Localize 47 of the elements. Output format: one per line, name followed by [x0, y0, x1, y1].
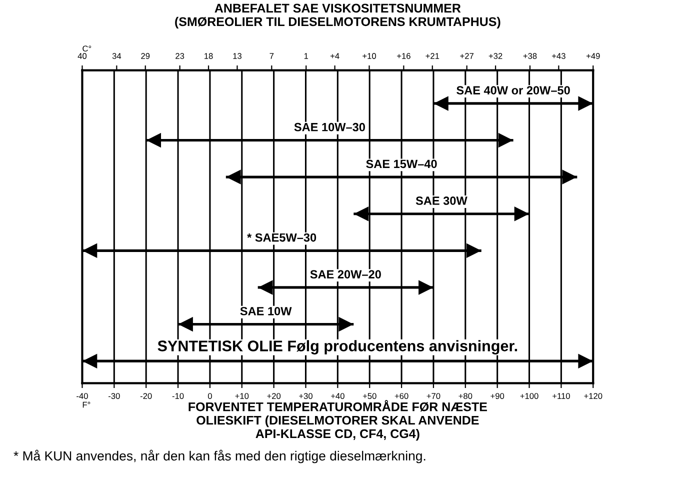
text: * Må KUN anvendes, når den kan fås med den rigtige dieselmærkning.: [14, 450, 426, 464]
x2-tick-label: +32: [488, 53, 502, 59]
x2-tick-label: +4: [330, 53, 340, 59]
x-tick-label: +100: [520, 393, 538, 399]
y-tick-label: SAE 40W or 20W–50: [456, 86, 570, 94]
x-tick-label: +60: [394, 393, 408, 399]
x2-axis-title: C°: [82, 46, 92, 52]
x2-tick-label: +38: [523, 53, 537, 59]
x-tick-label: +90: [490, 393, 504, 399]
x-tick-label: +20: [267, 393, 281, 399]
x-tick-label: +40: [331, 393, 344, 399]
x2-tick-label: 40: [78, 53, 87, 59]
x2-tick-label: 29: [141, 53, 150, 59]
y-tick-label: SAE 10W: [240, 306, 292, 316]
x-tick-label: +50: [362, 393, 376, 399]
x-tick-label: +120: [584, 393, 602, 399]
x-tick-label: -30: [108, 393, 120, 399]
x-tick-label: +110: [552, 393, 570, 399]
x2-tick-label: +43: [552, 53, 566, 59]
x2-tick-label: 23: [176, 53, 184, 59]
y-tick-label: * SAE5W–30: [247, 233, 316, 242]
x2-tick-label: +49: [586, 53, 600, 59]
y-tick-label: SAE 30W: [416, 196, 468, 205]
x-tick-label: +70: [426, 393, 440, 399]
x2-tick-label: +16: [397, 53, 410, 59]
chart-title: ANBEFALET SAE VISKOSITETSNUMMER (SMØREOLIER TIL DIESELMOTORENS KRUMTAPHUS): [175, 4, 500, 29]
x-axis-title: FORVENTET TEMPERATUROMRÅDE FØR NÆSTE OLIESKIFT (DIESELMOTORER SKAL ANVENDE API-KLASSE CD, CF4, CG4): [188, 400, 487, 441]
x2-tick-label: +21: [426, 53, 440, 59]
y-tick-label: SYNTETISK OLIE Følg producentens anvisninger.: [158, 340, 518, 354]
x2-tick-label: +27: [460, 53, 474, 59]
text: F°: [82, 402, 90, 408]
y-tick-label: SAE 15W–40: [366, 160, 437, 168]
x2-tick-label: 1: [304, 53, 308, 59]
x-tick-label: -20: [140, 393, 152, 399]
x2-tick-label: 18: [204, 53, 213, 59]
x-tick-label: -40: [76, 393, 88, 399]
x-tick-label: -10: [172, 393, 184, 399]
x2-tick-label: 7: [270, 53, 274, 59]
x2-tick-label: 34: [112, 53, 122, 59]
x-tick-label: +30: [299, 393, 312, 399]
x2-tick-label: +10: [362, 53, 376, 59]
x-tick-label: +80: [458, 393, 472, 399]
y-tick-label: SAE 20W–20: [310, 270, 381, 279]
x-tick-label: +10: [235, 393, 249, 399]
x2-tick-label: 13: [233, 53, 242, 59]
y-tick-label: SAE 10W–30: [294, 122, 365, 132]
x-tick-label: 0: [208, 393, 212, 399]
